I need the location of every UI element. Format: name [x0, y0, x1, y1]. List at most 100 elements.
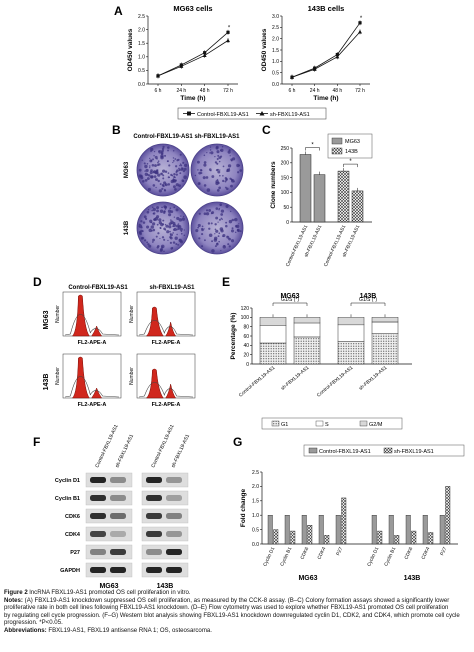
data-point	[358, 21, 362, 25]
abbrev-label: Abbreviations:	[4, 626, 47, 634]
significance-star: *	[349, 159, 352, 165]
group-label: MG63	[298, 575, 317, 582]
blot-strip	[85, 562, 133, 578]
stacked-segment	[371, 321, 399, 334]
blot-group-label: 143B	[157, 583, 174, 588]
blot-strip	[85, 490, 133, 506]
y-tick-label: 1.5	[252, 499, 259, 505]
y-tick-label: 0.0	[272, 82, 279, 88]
line-chart-143b: 143B cells 0.0 0.5 1.0 1.5 2.0 2.5 3.0 6 h 24 h 48…	[261, 4, 370, 102]
blot-band	[166, 495, 182, 501]
y-tick-label: 1.5	[272, 48, 279, 54]
legend-a: Control-FBXL19-AS1 sh-FBXL19-AS1	[177, 107, 327, 120]
panel-d-letter: D	[33, 275, 42, 289]
blot-group-label: MG63	[99, 583, 118, 588]
flow-y-label: Number	[129, 367, 135, 385]
bar	[337, 170, 350, 223]
blot-band	[166, 549, 182, 555]
y-tick-label: 2.5	[252, 470, 259, 476]
flow-x-label: FL2-APE-A	[152, 340, 181, 346]
protein-label: CDK6	[65, 514, 80, 520]
panel-e-letter: E	[222, 275, 230, 289]
data-point	[226, 30, 230, 34]
stacked-segment	[371, 317, 399, 323]
x-tick-label: Control-FBXL19-AS1	[285, 224, 310, 268]
blot-lane-label: sh-FBXL19-AS1	[170, 433, 191, 468]
x-tick-label: sh-FBXL19-AS1	[358, 365, 389, 392]
significance-star: *	[311, 143, 314, 149]
colony-dish	[190, 201, 244, 255]
y-tick-label: 0.0	[252, 542, 259, 548]
legend-e: G1 S G2/M	[261, 417, 403, 430]
flow-x-label: FL2-APE-A	[78, 402, 107, 408]
bar-sh	[273, 529, 279, 545]
blot-band	[166, 531, 182, 537]
x-tick-label: 72 h	[223, 88, 233, 94]
x-tick-label: Cyclin B1	[279, 546, 293, 567]
blot-band	[146, 531, 162, 537]
legend-c-143b: 143B	[345, 149, 358, 155]
legend-c-mg63: MG63	[345, 139, 360, 145]
group-title: 143B	[360, 293, 377, 300]
x-tick-label: 72 h	[355, 88, 365, 94]
blot-strip	[85, 472, 133, 488]
bar-sh	[411, 530, 417, 545]
x-tick-label: sh-FBXL19-AS1	[280, 365, 311, 392]
panel-d-row-143b: 143B	[43, 374, 50, 391]
bar-control	[301, 515, 307, 545]
x-tick-label: Control-FBXL19-AS1	[323, 224, 348, 268]
x-tick-label: Cyclin B1	[383, 546, 397, 567]
panel-d-col-control: Control-FBXL19-AS1	[68, 285, 128, 291]
y-tick-label: 40	[243, 343, 249, 349]
colony-dish	[136, 143, 190, 197]
stacked-segment	[259, 325, 287, 344]
figure-title: lncRNA FBXL19-AS1 promoted OS cell proli…	[29, 589, 191, 596]
panel-f-letter: F	[33, 435, 40, 449]
blot-band	[166, 477, 182, 483]
legend-g: Control-FBXL19-AS1 sh-FBXL19-AS1	[303, 444, 465, 457]
x-tick-label: 24 h	[310, 88, 320, 94]
x-axis-label: Time (h)	[313, 95, 338, 102]
y-tick-label: 150	[281, 175, 290, 181]
x-tick-label: P27	[439, 546, 448, 557]
y-tick-label: 100	[281, 190, 290, 196]
blot-band	[110, 549, 126, 555]
notes-line-3: by regulating cell cycle progression. (F…	[4, 611, 460, 619]
bar-sh	[445, 486, 451, 545]
panel-c-letter: C	[262, 123, 271, 137]
y-tick-label: 0.5	[252, 527, 259, 533]
bar-control	[318, 515, 324, 545]
series-line	[291, 22, 361, 78]
panel-d-col-sh: sh-FBXL19-AS1	[149, 285, 195, 291]
data-point	[202, 53, 207, 58]
blot-strip	[141, 472, 189, 488]
y-axis-label: Clone numbers	[270, 161, 277, 209]
panel-b-row-143b: 143B	[124, 220, 130, 235]
y-tick-label: 2.0	[138, 27, 145, 33]
data-point	[290, 75, 294, 79]
x-tick-label: CDK4	[316, 546, 327, 560]
blot-band	[90, 567, 106, 573]
y-tick-label: 60	[243, 334, 249, 340]
series-line	[291, 31, 361, 78]
data-point	[335, 54, 340, 59]
figure: A MG63 cells 0.0 0.5 1.0 1.5 2.0 2.5 6 h 24 h 48 …	[33, 4, 465, 588]
x-tick-label: Control-FBXL19-AS1	[238, 365, 277, 399]
blot-band	[166, 513, 182, 519]
group-label: 143B	[404, 575, 421, 582]
panel-b-col-sh: sh-FBXL19-AS1	[194, 134, 240, 140]
bar-control	[388, 515, 394, 545]
blot-band	[166, 567, 182, 573]
blot-band	[146, 567, 162, 573]
blot-strip	[141, 490, 189, 506]
y-axis-label: OD450 values	[127, 28, 134, 71]
y-tick-label: 1.0	[252, 513, 259, 519]
panel-d-row-mg63: MG63	[43, 310, 50, 329]
flow-x-label: FL2-APE-A	[78, 340, 107, 346]
blot-strip	[85, 508, 133, 524]
protein-label: Cyclin B1	[55, 496, 80, 502]
chart-title: 143B cells	[308, 4, 345, 13]
stacked-segment	[293, 322, 321, 338]
blot-band	[90, 549, 106, 555]
panel-b-row-mg63: MG63	[124, 161, 130, 178]
